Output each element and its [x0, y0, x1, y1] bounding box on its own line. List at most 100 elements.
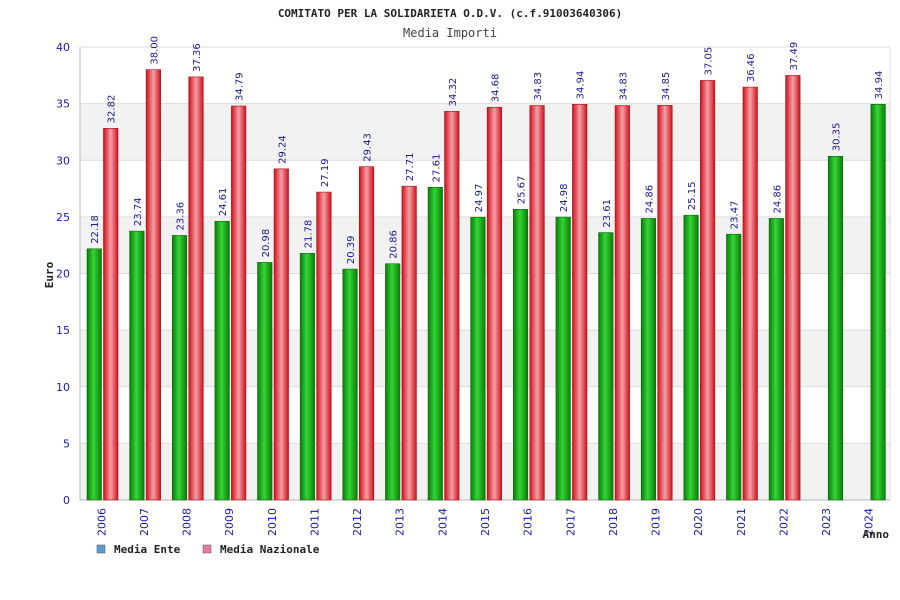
legend-label-media-ente: Media Ente	[114, 543, 181, 556]
bar-media-ente-2020	[683, 214, 699, 501]
bar-media-ente-2015	[470, 216, 486, 501]
x-tick-label: 2008	[181, 508, 194, 536]
bar-media-nazionale-2021	[742, 86, 758, 501]
y-axis-ticks: 0 5 10 15 20 25 30 35 40	[56, 41, 70, 507]
bar-media-ente-2010	[257, 262, 273, 501]
bar-value-label: 34.85	[661, 72, 672, 101]
x-tick-label: 2014	[436, 508, 449, 536]
bar-value-label: 32.82	[107, 95, 118, 124]
y-tick-label: 40	[56, 41, 70, 54]
bar-value-label: 23.47	[730, 201, 741, 230]
bar-value-label: 30.35	[831, 123, 842, 152]
x-tick-label: 2019	[650, 508, 663, 536]
chart-title: COMITATO PER LA SOLIDARIETA O.D.V. (c.f.…	[278, 7, 622, 20]
bar-value-label: 22.18	[90, 215, 101, 244]
bar-media-ente-2024	[870, 104, 886, 501]
bar-media-ente-2012	[342, 268, 358, 501]
bar-media-nazionale-2014	[444, 111, 460, 501]
legend-label-media-nazionale: Media Nazionale	[220, 543, 320, 556]
y-axis-label: Euro	[43, 261, 56, 288]
bar-value-label: 37.05	[704, 47, 715, 76]
bar-media-ente-2007	[129, 230, 145, 501]
bar-value-label: 37.49	[789, 42, 800, 71]
x-tick-label: 2009	[223, 508, 236, 536]
bar-media-nazionale-2017	[572, 104, 588, 501]
x-tick-label: 2011	[308, 508, 321, 536]
bar-value-label: 24.97	[474, 184, 485, 213]
bar-value-label: 20.98	[261, 229, 272, 258]
bar-value-label: 24.86	[772, 185, 783, 214]
bar-media-nazionale-2018	[614, 105, 630, 501]
bar-value-label: 25.15	[687, 182, 698, 211]
bar-value-label: 34.94	[576, 71, 587, 100]
bar-media-nazionale-2015	[486, 106, 502, 501]
bar-media-nazionale-2009	[231, 105, 247, 501]
bar-media-ente-2017	[555, 216, 571, 501]
x-tick-label: 2006	[95, 508, 108, 536]
y-tick-label: 10	[56, 381, 70, 394]
chart-subtitle: Media Importi	[403, 26, 497, 40]
bar-value-label: 38.00	[149, 36, 160, 65]
y-tick-label: 15	[56, 324, 70, 337]
bar-media-nazionale-2012	[358, 166, 375, 501]
bar-value-label: 34.94	[874, 71, 885, 100]
y-tick-label: 35	[56, 98, 70, 111]
x-axis-label: Anno	[863, 528, 890, 541]
bar-value-label: 25.67	[517, 176, 528, 205]
x-tick-label: 2021	[735, 508, 748, 536]
legend-swatch-media-ente	[96, 544, 106, 554]
legend-swatch-media-nazionale	[202, 544, 212, 554]
x-tick-label: 2018	[607, 508, 620, 536]
bar-value-label: 24.98	[559, 183, 570, 212]
bar-value-label: 29.43	[363, 133, 374, 162]
bar-media-nazionale-2007	[145, 69, 161, 501]
bar-media-ente-2021	[726, 233, 742, 501]
bar-value-label: 34.83	[533, 72, 544, 101]
bar-value-label: 27.61	[431, 154, 442, 183]
bar-media-nazionale-2013	[401, 185, 417, 501]
x-tick-label: 2016	[522, 508, 535, 536]
bar-media-nazionale-2019	[657, 105, 673, 501]
x-tick-label: 2022	[777, 508, 790, 536]
x-tick-label: 2013	[394, 508, 407, 536]
y-tick-label: 20	[56, 268, 70, 281]
bar-media-ente-2016	[513, 208, 529, 501]
bar-value-label: 34.83	[618, 72, 629, 101]
bar-value-label: 24.86	[644, 185, 655, 214]
bar-media-ente-2008	[171, 235, 188, 501]
x-tick-label: 2024	[863, 508, 876, 536]
bar-media-nazionale-2016	[529, 105, 545, 501]
legend: Media Ente Media Nazionale	[96, 543, 320, 556]
bar-media-ente-2022	[768, 218, 784, 501]
bar-value-label: 23.61	[602, 199, 613, 228]
x-tick-label: 2015	[479, 508, 492, 536]
bar-media-ente-2013	[385, 263, 401, 501]
bar-media-ente-2018	[598, 232, 614, 501]
bar-value-label: 24.61	[218, 188, 229, 217]
bar-media-ente-2009	[214, 220, 230, 501]
bar-value-labels: 22.18 23.74 23.36 24.61 20.98 21.78 20.39 20.86…	[90, 36, 885, 264]
bar-value-label: 23.36	[176, 202, 187, 231]
bar-media-nazionale-2008	[188, 76, 204, 501]
x-tick-label: 2012	[351, 508, 364, 536]
y-tick-label: 30	[56, 154, 70, 167]
bar-media-nazionale-2022	[785, 75, 801, 501]
y-tick-label: 0	[63, 494, 70, 507]
y-tick-label: 5	[63, 437, 70, 450]
bar-media-ente-2006	[86, 248, 102, 501]
bar-value-label: 27.71	[405, 153, 416, 182]
bar-value-label: 20.39	[346, 235, 357, 264]
bar-media-ente-2023	[827, 155, 844, 501]
bar-value-label: 34.79	[235, 72, 246, 101]
bar-value-label: 34.32	[448, 78, 459, 107]
bar-value-label: 37.36	[192, 43, 203, 72]
bar-value-label: 27.19	[320, 158, 331, 187]
bar-value-label: 36.46	[746, 53, 757, 82]
bar-value-label: 29.24	[277, 135, 288, 164]
bar-media-ente-2019	[640, 218, 657, 501]
x-tick-label: 2007	[138, 508, 151, 536]
x-axis-ticks: 2006 2007 2008 2009 2010 2011 2012 2013 2014 2015…	[95, 508, 875, 536]
y-tick-label: 25	[56, 211, 70, 224]
bar-media-ente-2014	[427, 187, 443, 501]
